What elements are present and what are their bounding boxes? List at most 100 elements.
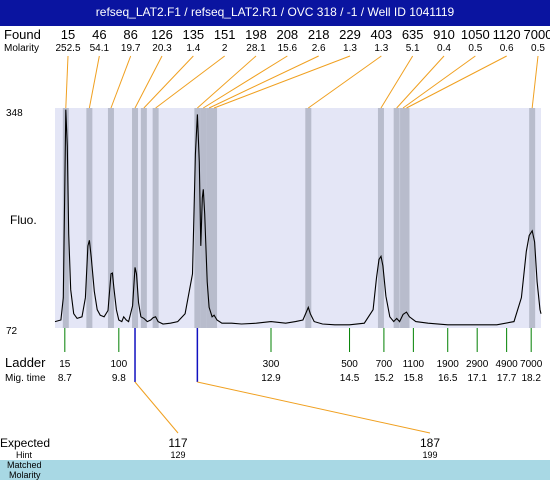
peak-connector	[308, 55, 382, 109]
hint-value: 129	[170, 450, 185, 460]
expected-value: 117	[168, 436, 187, 450]
molarity-label: Molarity	[4, 43, 39, 54]
matched-label: Matched	[7, 460, 42, 470]
ladder-size-label: 2900	[466, 359, 489, 370]
peak-connectors	[65, 55, 539, 109]
found-molarity-label: 54.1	[90, 43, 110, 54]
peak-band	[529, 108, 536, 328]
peak-connector	[143, 55, 194, 109]
y-tick-bottom: 72	[6, 326, 18, 337]
ladder-time-label: 12.9	[261, 373, 281, 384]
ladder-size-label: 300	[263, 359, 280, 370]
ladder-size-label: 1900	[437, 359, 460, 370]
peak-connector	[197, 55, 257, 109]
chart-title: refseq_LAT2.F1 / refseq_LAT2.R1 / OVC 31…	[95, 5, 455, 19]
peak-band	[393, 108, 400, 328]
expected-label: Expected	[0, 436, 50, 450]
found-molarity-label: 1.4	[186, 43, 200, 54]
y-axis-label: Fluo.	[10, 213, 37, 227]
ladder-time-label: 15.8	[404, 373, 424, 384]
ladder-time-label: 18.2	[521, 373, 541, 384]
found-labels: 15252.54654.18619.712620.31351.415121982…	[55, 27, 550, 54]
found-size-label: 208	[276, 27, 298, 42]
found-size-label: 229	[339, 27, 361, 42]
found-molarity-label: 15.6	[278, 43, 298, 54]
found-size-label: 46	[92, 27, 106, 42]
ladder-size-label: 500	[341, 359, 358, 370]
plot-area	[55, 108, 541, 328]
found-molarity-label: 28.1	[246, 43, 266, 54]
peak-band	[132, 108, 139, 328]
ladder-time-label: 8.7	[58, 373, 72, 384]
ladder-time-label: 15.2	[374, 373, 394, 384]
peak-band	[194, 108, 201, 328]
peak-band	[62, 108, 69, 328]
found-molarity-label: 0.5	[531, 43, 545, 54]
found-size-label: 403	[370, 27, 392, 42]
found-size-label: 910	[433, 27, 455, 42]
peak-connector	[213, 55, 351, 109]
peak-connector	[202, 55, 288, 109]
found-size-label: 218	[308, 27, 330, 42]
peak-band	[305, 108, 312, 328]
found-molarity-label: 1.3	[343, 43, 357, 54]
peak-band	[403, 108, 410, 328]
ladder-size-label: 7000	[520, 359, 543, 370]
expected-connector	[134, 381, 179, 434]
hint-value: 199	[422, 450, 437, 460]
ladder-size-label: 15	[59, 359, 71, 370]
found-molarity-label: 2	[222, 43, 228, 54]
expected-marks: 11712912620.318719919828.1	[134, 328, 440, 480]
peak-connector	[402, 55, 476, 109]
found-molarity-label: 0.6	[500, 43, 514, 54]
found-molarity-label: 252.5	[55, 43, 80, 54]
ladder-size-label: 100	[110, 359, 127, 370]
peak-band	[140, 108, 147, 328]
fluorescence-trace	[54, 109, 542, 326]
ladder-time-label: 9.8	[112, 373, 126, 384]
found-size-label: 15	[61, 27, 75, 42]
title-bar: refseq_LAT2.F1 / refseq_LAT2.R1 / OVC 31…	[0, 0, 550, 26]
peak-band	[200, 108, 207, 328]
ladder-size-label: 1100	[403, 359, 425, 370]
found-size-label: 7000	[524, 27, 550, 42]
found-molarity-label: 19.7	[121, 43, 141, 54]
mig-time-label: Mig. time	[5, 373, 46, 384]
found-size-label: 1050	[461, 27, 490, 42]
peak-band	[206, 108, 213, 328]
expected-connector	[197, 381, 431, 434]
ladder-size-label: 700	[376, 359, 393, 370]
peak-connector	[65, 55, 69, 109]
ladder-time-label: 14.5	[340, 373, 360, 384]
molarity-row-label: Molarity	[9, 470, 41, 480]
found-size-label: 86	[123, 27, 137, 42]
peak-connector	[88, 55, 100, 109]
found-size-label: 126	[151, 27, 173, 42]
ladder-time-label: 17.7	[497, 373, 517, 384]
peak-band	[211, 108, 218, 328]
peak-connector	[208, 55, 319, 109]
hint-label: Hint	[16, 450, 33, 460]
peak-connector	[380, 55, 414, 109]
peak-connector	[531, 55, 539, 109]
peak-band	[152, 108, 159, 328]
found-size-label: 151	[214, 27, 236, 42]
expected-value: 187	[420, 436, 440, 450]
y-tick-top: 348	[6, 108, 23, 119]
found-molarity-label: 20.3	[152, 43, 172, 54]
peak-connector	[134, 55, 163, 109]
found-molarity-label: 0.4	[437, 43, 451, 54]
peak-connector	[396, 55, 445, 109]
found-label: Found	[4, 27, 41, 42]
found-molarity-label: 1.3	[374, 43, 388, 54]
peak-band	[86, 108, 93, 328]
found-molarity-label: 5.1	[406, 43, 420, 54]
found-size-label: 198	[245, 27, 267, 42]
found-size-label: 135	[182, 27, 204, 42]
peak-connector	[110, 55, 132, 109]
ladder-marks: 15 8.7 100 9.8 300 12.9 500 14.5 700 15.2 1100 15.8…	[58, 328, 543, 384]
ladder-time-label: 16.5	[438, 373, 458, 384]
ladder-time-label: 17.1	[467, 373, 487, 384]
found-size-label: 635	[402, 27, 424, 42]
